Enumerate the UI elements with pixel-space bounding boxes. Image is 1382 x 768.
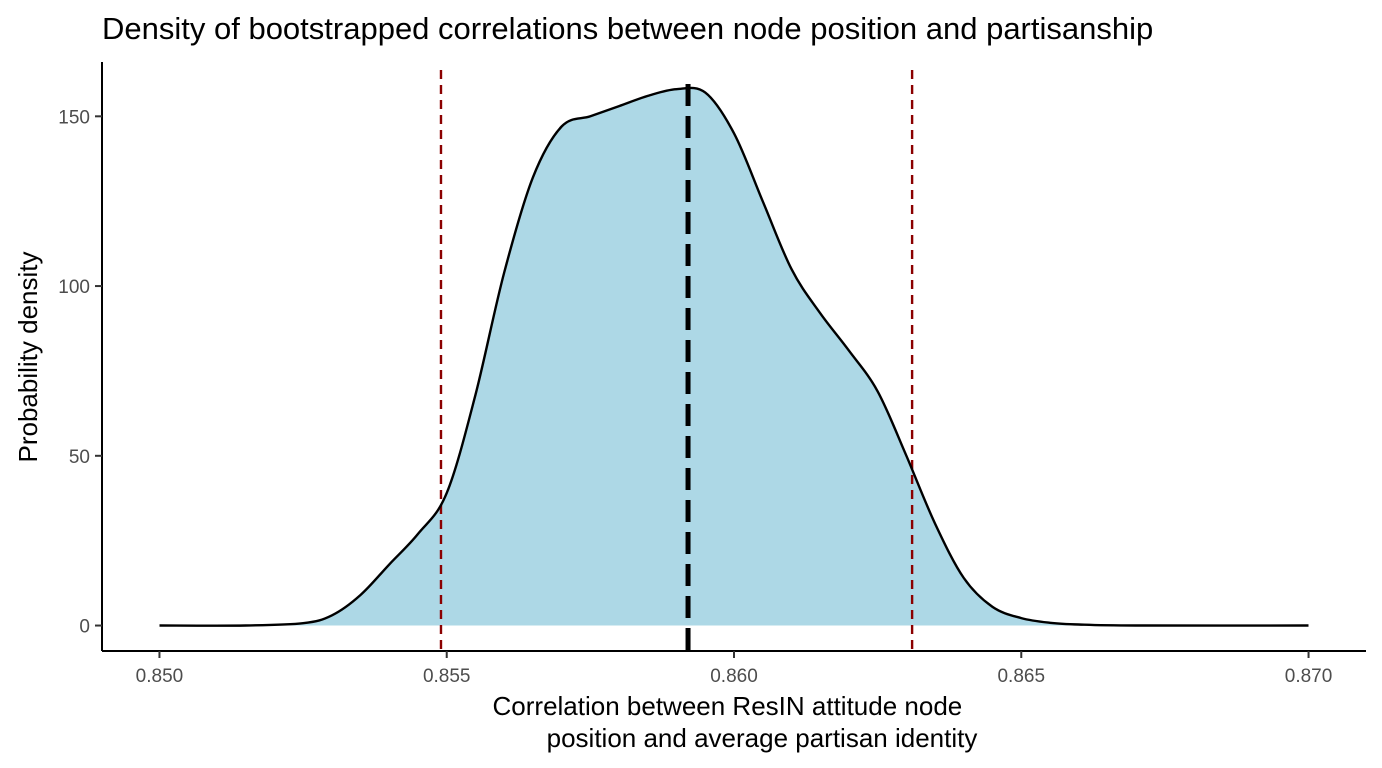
y-tick-label: 150 (58, 107, 90, 128)
x-axis-title-line-1: Correlation between ResIN attitude node (493, 691, 963, 721)
chart-title: Density of bootstrapped correlations bet… (102, 11, 1153, 46)
y-tick-label: 100 (58, 277, 90, 298)
y-tick-label: 0 (79, 617, 90, 638)
y-tick-label: 50 (69, 447, 90, 468)
density-area (159, 87, 1309, 626)
x-axis-title: Correlation between ResIN attitude node … (493, 691, 978, 753)
x-tick-label: 0.855 (423, 666, 471, 687)
x-axis-ticks: 0.850 0.855 0.860 0.865 0.870 (136, 651, 1333, 687)
x-tick-label: 0.870 (1285, 666, 1333, 687)
density-curve (159, 86, 1309, 627)
x-tick-label: 0.865 (997, 666, 1045, 687)
y-axis-ticks: 0 50 100 150 (58, 107, 102, 638)
reference-lines (439, 70, 914, 651)
y-axis-title: Probability density (13, 252, 43, 463)
x-tick-label: 0.850 (136, 666, 184, 687)
x-tick-label: 0.860 (710, 666, 758, 687)
x-axis-title-line-2: position and average partisan identity (547, 723, 978, 753)
plot-area (159, 70, 1309, 651)
